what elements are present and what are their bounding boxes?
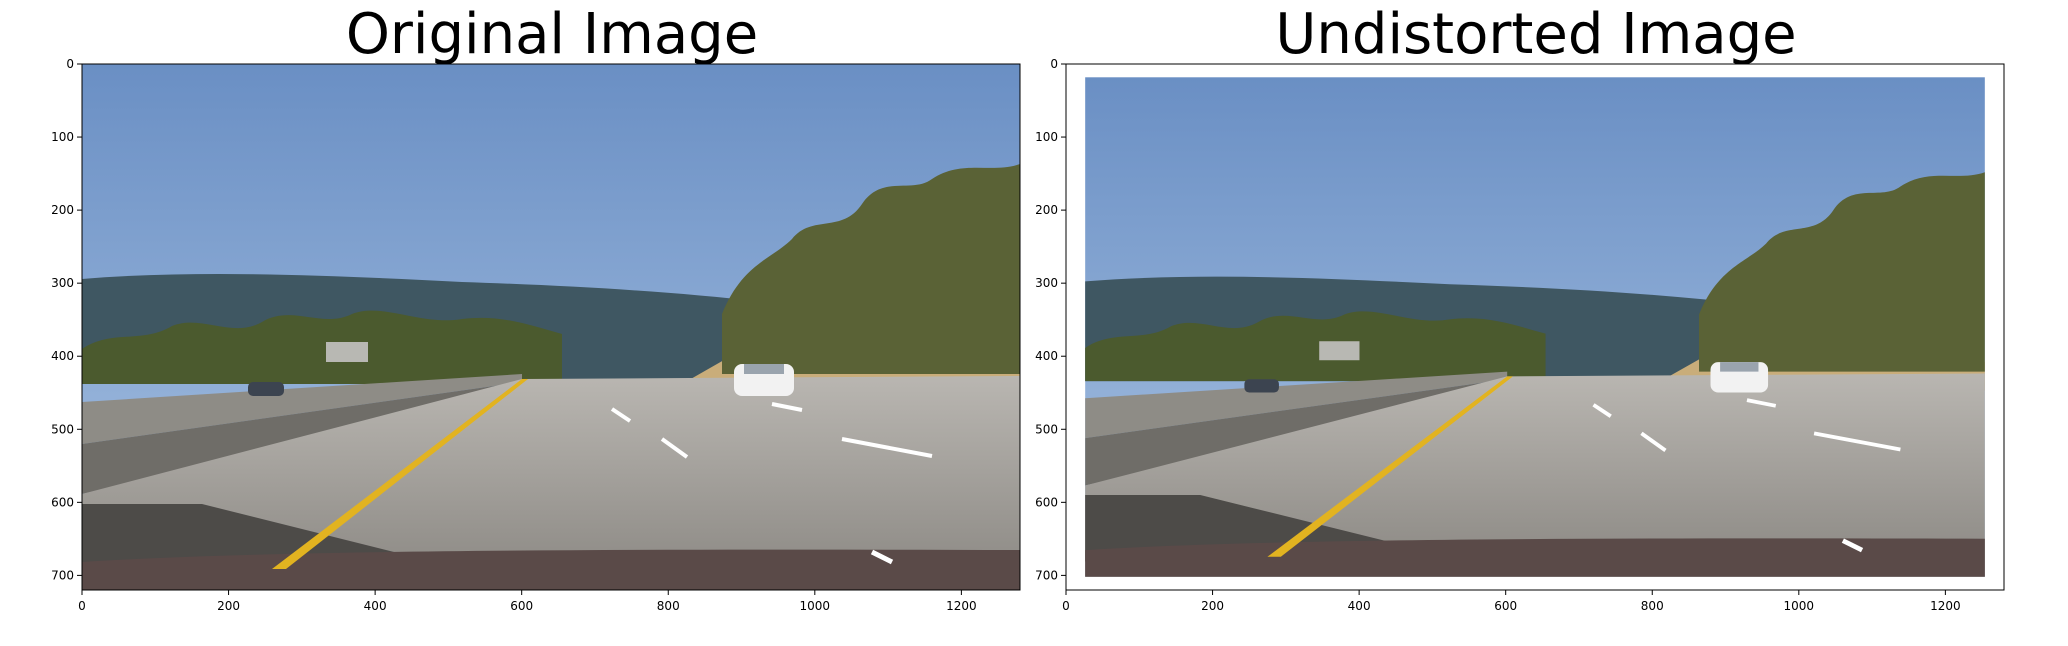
left-y-tick-label: 100 — [51, 130, 74, 144]
left-x-tick-label: 1200 — [946, 599, 977, 613]
left-x-tick-label: 600 — [510, 599, 533, 613]
left-x-tick-label: 400 — [364, 599, 387, 613]
right-y-tick-label: 200 — [1035, 203, 1058, 217]
right-x-tick-label: 600 — [1494, 599, 1517, 613]
left-y-tick-label: 500 — [51, 422, 74, 436]
right-y-tick-label: 400 — [1035, 349, 1058, 363]
left-y-tick-label: 0 — [66, 57, 74, 71]
right-panel-title: Undistorted Image — [1275, 2, 1797, 67]
left-panel-title: Original Image — [345, 2, 759, 67]
left-y-tick-label: 600 — [51, 495, 74, 509]
right-x-tick-label: 400 — [1348, 599, 1371, 613]
original-image — [81, 63, 1021, 591]
right-x-tick-label: 0 — [1062, 599, 1070, 613]
right-y-tick-label: 300 — [1035, 276, 1058, 290]
right-y-tick-label: 100 — [1035, 130, 1058, 144]
left-y-tick-label: 700 — [51, 568, 74, 582]
undistorted-image — [1065, 63, 2005, 591]
left-x-tick-label: 1000 — [800, 599, 831, 613]
left-x-tick-label: 200 — [217, 599, 240, 613]
right-y-tick-label: 500 — [1035, 422, 1058, 436]
right-x-tick-label: 800 — [1641, 599, 1664, 613]
left-y-tick-label: 300 — [51, 276, 74, 290]
right-y-tick-label: 0 — [1050, 57, 1058, 71]
right-y-tick-label: 700 — [1035, 568, 1058, 582]
left-x-tick-label: 800 — [657, 599, 680, 613]
right-x-tick-label: 1200 — [1930, 599, 1961, 613]
right-x-tick-label: 1000 — [1784, 599, 1815, 613]
right-x-tick-label: 200 — [1201, 599, 1224, 613]
left-x-tick-label: 0 — [78, 599, 86, 613]
right-y-tick-label: 600 — [1035, 495, 1058, 509]
left-y-tick-label: 200 — [51, 203, 74, 217]
left-y-tick-label: 400 — [51, 349, 74, 363]
